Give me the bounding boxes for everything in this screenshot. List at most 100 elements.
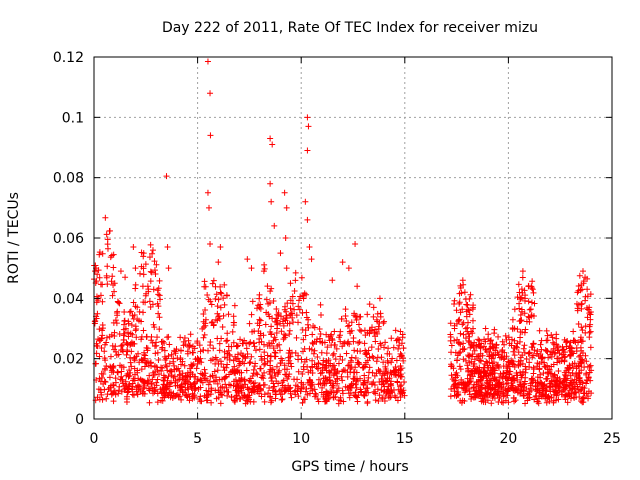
data-point bbox=[217, 304, 224, 311]
data-point bbox=[506, 340, 513, 347]
data-point bbox=[207, 132, 214, 139]
data-point bbox=[463, 383, 470, 390]
data-point bbox=[153, 261, 160, 268]
data-point bbox=[462, 357, 469, 364]
data-point bbox=[203, 393, 210, 400]
data-point bbox=[337, 338, 344, 345]
data-point bbox=[234, 351, 241, 358]
data-point bbox=[270, 298, 277, 305]
data-point bbox=[140, 327, 147, 334]
data-point bbox=[227, 382, 234, 389]
data-point bbox=[397, 383, 404, 390]
data-point bbox=[237, 395, 244, 402]
data-point bbox=[364, 311, 371, 318]
data-point bbox=[388, 382, 395, 389]
data-point bbox=[232, 387, 239, 394]
data-point bbox=[455, 340, 462, 347]
data-point bbox=[577, 287, 584, 294]
data-point bbox=[337, 353, 344, 360]
data-point bbox=[286, 327, 293, 334]
data-point bbox=[569, 386, 576, 393]
data-point bbox=[463, 301, 470, 308]
data-point bbox=[304, 216, 311, 223]
data-point bbox=[394, 336, 401, 343]
data-point bbox=[330, 350, 337, 357]
data-point bbox=[166, 360, 173, 367]
data-point bbox=[395, 345, 402, 352]
data-point bbox=[473, 378, 480, 385]
data-point bbox=[183, 392, 190, 399]
data-point bbox=[289, 310, 296, 317]
data-point bbox=[330, 382, 337, 389]
data-point bbox=[462, 325, 469, 332]
data-point bbox=[336, 334, 343, 341]
axis-ticks: 0 5 10 15 20 25 0 0.02 0.04 0.06 0.08 0.1 0.12 bbox=[53, 50, 621, 447]
data-point bbox=[244, 398, 251, 405]
data-point bbox=[575, 301, 582, 308]
data-point bbox=[317, 380, 324, 387]
data-point bbox=[357, 348, 364, 355]
data-point bbox=[135, 350, 142, 357]
data-point bbox=[245, 392, 252, 399]
data-point bbox=[587, 377, 594, 384]
data-point bbox=[215, 360, 222, 367]
data-point bbox=[300, 384, 307, 391]
data-point bbox=[497, 370, 504, 377]
data-point bbox=[286, 385, 293, 392]
data-point bbox=[580, 280, 587, 287]
data-point bbox=[194, 338, 201, 345]
data-point bbox=[337, 328, 344, 335]
data-point bbox=[266, 384, 273, 391]
data-point bbox=[320, 361, 327, 368]
data-point bbox=[521, 378, 528, 385]
data-point bbox=[263, 296, 270, 303]
data-point bbox=[219, 376, 226, 383]
data-point bbox=[319, 369, 326, 376]
data-point bbox=[490, 391, 497, 398]
data-point bbox=[325, 362, 332, 369]
data-point bbox=[281, 366, 288, 373]
data-point bbox=[400, 345, 407, 352]
data-point bbox=[584, 286, 591, 293]
data-point bbox=[293, 334, 300, 341]
data-point bbox=[500, 356, 507, 363]
data-point bbox=[448, 361, 455, 368]
data-point bbox=[277, 360, 284, 367]
data-point bbox=[363, 351, 370, 358]
data-point bbox=[495, 398, 502, 405]
data-point bbox=[300, 336, 307, 343]
data-point bbox=[368, 344, 375, 351]
data-point bbox=[162, 356, 169, 363]
data-point bbox=[302, 388, 309, 395]
data-point bbox=[510, 348, 517, 355]
data-point bbox=[146, 387, 153, 394]
data-point bbox=[177, 334, 184, 341]
data-point bbox=[165, 265, 172, 272]
data-point bbox=[517, 388, 524, 395]
data-point bbox=[375, 366, 382, 373]
data-point bbox=[478, 340, 485, 347]
data-point bbox=[240, 340, 247, 347]
data-point bbox=[555, 368, 562, 375]
data-point bbox=[154, 376, 161, 383]
data-point bbox=[209, 280, 216, 287]
data-point bbox=[499, 338, 506, 345]
data-point bbox=[149, 250, 156, 257]
data-point bbox=[380, 380, 387, 387]
data-point bbox=[540, 370, 547, 377]
data-point bbox=[553, 397, 560, 404]
data-point bbox=[98, 391, 105, 398]
data-point bbox=[110, 398, 117, 405]
data-point bbox=[204, 58, 211, 65]
data-point bbox=[517, 312, 524, 319]
data-point bbox=[110, 382, 117, 389]
data-point bbox=[371, 381, 378, 388]
data-point bbox=[115, 390, 122, 397]
data-point bbox=[350, 369, 357, 376]
data-point bbox=[268, 285, 275, 292]
data-point bbox=[144, 358, 151, 365]
data-point bbox=[377, 313, 384, 320]
data-point bbox=[469, 351, 476, 358]
data-point bbox=[202, 283, 209, 290]
data-point bbox=[451, 388, 458, 395]
